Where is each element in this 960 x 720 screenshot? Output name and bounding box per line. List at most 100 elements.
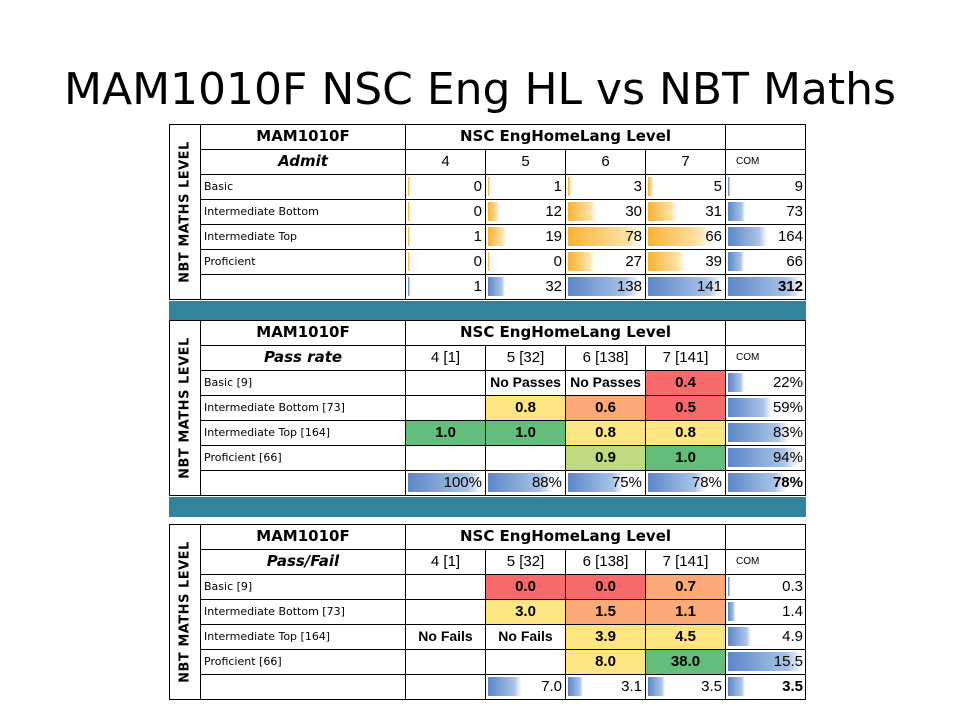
data-cell: 0.0 [486,574,566,599]
data-cell [406,674,486,699]
data-cell: 138 [566,274,646,299]
data-bar [648,227,711,246]
data-cell: 3.0 [486,599,566,624]
data-bar [728,448,798,467]
table-row: Intermediate Bottom 0 12 30 31 73 [201,199,806,224]
cell-value: 0.0 [595,578,616,595]
column-header-row: Pass/Fail 4 [1] 5 [32] 6 [138] 7 [141] COM [201,549,806,574]
cell-value: 4.5 [675,628,696,645]
data-bar [488,677,521,696]
row-label: Proficient [201,249,406,274]
data-cell [486,649,566,674]
cell-value: 100% [443,474,482,491]
data-cell [406,445,486,470]
data-cell: 1.0 [646,445,726,470]
row-header: Pass rate [201,345,406,370]
com-cell: 83% [726,420,806,445]
data-bar [408,227,410,246]
cell-value: 3.0 [515,603,536,620]
column-header: 6 [566,149,646,174]
grid-line-vertical [725,320,726,495]
data-cell: 0 [406,174,486,199]
row-label [201,274,406,299]
cell-value: 0.8 [515,399,536,416]
cell-value: 88% [531,474,562,491]
cell-value: 78% [772,474,803,491]
grid-line-vertical [565,149,566,299]
column-header: 5 [32] [486,345,566,370]
data-cell: 0.8 [566,420,646,445]
cell-value: 73 [786,203,803,220]
com-cell: 73 [726,199,806,224]
com-cell: 164 [726,224,806,249]
data-table: NBT MATHS LEVEL MAM1010F NSC EngHomeLang L… [169,320,806,495]
cell-value: 9 [794,178,803,195]
row-label: Intermediate Bottom [201,199,406,224]
data-bar [408,202,410,221]
cell-value: 1 [473,278,482,295]
cell-value: 312 [777,278,803,295]
data-table: NBT MATHS LEVEL MAM1010F NSC EngHomeLang L… [169,124,806,299]
column-header-com: COM [736,156,760,167]
data-cell: 0.9 [566,445,646,470]
cell-value: 0.7 [675,578,696,595]
grid-line-vertical [405,320,406,495]
com-cell: 22% [726,370,806,395]
com-cell: 4.9 [726,624,806,649]
cell-value: 3.9 [595,628,616,645]
row-label: Intermediate Top [164] [201,624,406,649]
data-bar [728,277,802,296]
data-cell [406,395,486,420]
data-cell: 3 [566,174,646,199]
grid-line-vertical [645,345,646,495]
data-bar [488,202,499,221]
com-cell: 312 [726,274,806,299]
column-header: 4 [1] [406,345,486,370]
data-cell: 1.0 [486,420,566,445]
grid-line [201,420,806,421]
group-header: NSC EngHomeLang Level [406,524,726,549]
data-bar [488,277,505,296]
cell-value: 0 [553,253,562,270]
data-cell: 0 [406,199,486,224]
grid-line [201,549,806,550]
data-bar [488,473,553,492]
cell-value: 138 [616,278,642,295]
cell-value: 75% [611,474,642,491]
cell-value: 1.0 [515,424,536,441]
total-row: 7.0 3.1 3.5 3.5 [201,674,806,699]
row-header: Admit [201,149,406,174]
data-bar [728,677,745,696]
vertical-axis-label: NBT MATHS LEVEL [169,124,201,299]
course-code: MAM1010F [201,124,406,149]
data-cell [406,370,486,395]
data-cell [406,649,486,674]
data-bar [568,277,640,296]
table-row: Proficient 0 0 27 39 66 [201,249,806,274]
data-bar [728,252,744,271]
table-frame [169,124,806,300]
cell-value: 38.0 [670,653,701,670]
header-blank [726,320,806,345]
grid-line [201,470,806,471]
cell-value: 3.1 [621,678,642,695]
grid-line [201,274,806,275]
cell-value: 0.9 [595,449,616,466]
grid-line [201,370,806,371]
data-bar [648,277,722,296]
cell-value: 1.5 [595,603,616,620]
cell-value: 0 [473,203,482,220]
table-row: Basic 0 1 3 5 9 [201,174,806,199]
course-code: MAM1010F [201,524,406,549]
data-cell: 19 [486,224,566,249]
cell-value: 1.1 [675,603,696,620]
data-cell: 66 [646,224,726,249]
data-cell: 7.0 [486,674,566,699]
data-cell: 39 [646,249,726,274]
data-cell: 5 [646,174,726,199]
data-bar [408,473,482,492]
column-header: 4 [1] [406,549,486,574]
table-row: Basic [9] No Passes No Passes 0.4 22% [201,370,806,395]
column-header: 5 [32] [486,549,566,574]
data-cell: 1 [486,174,566,199]
